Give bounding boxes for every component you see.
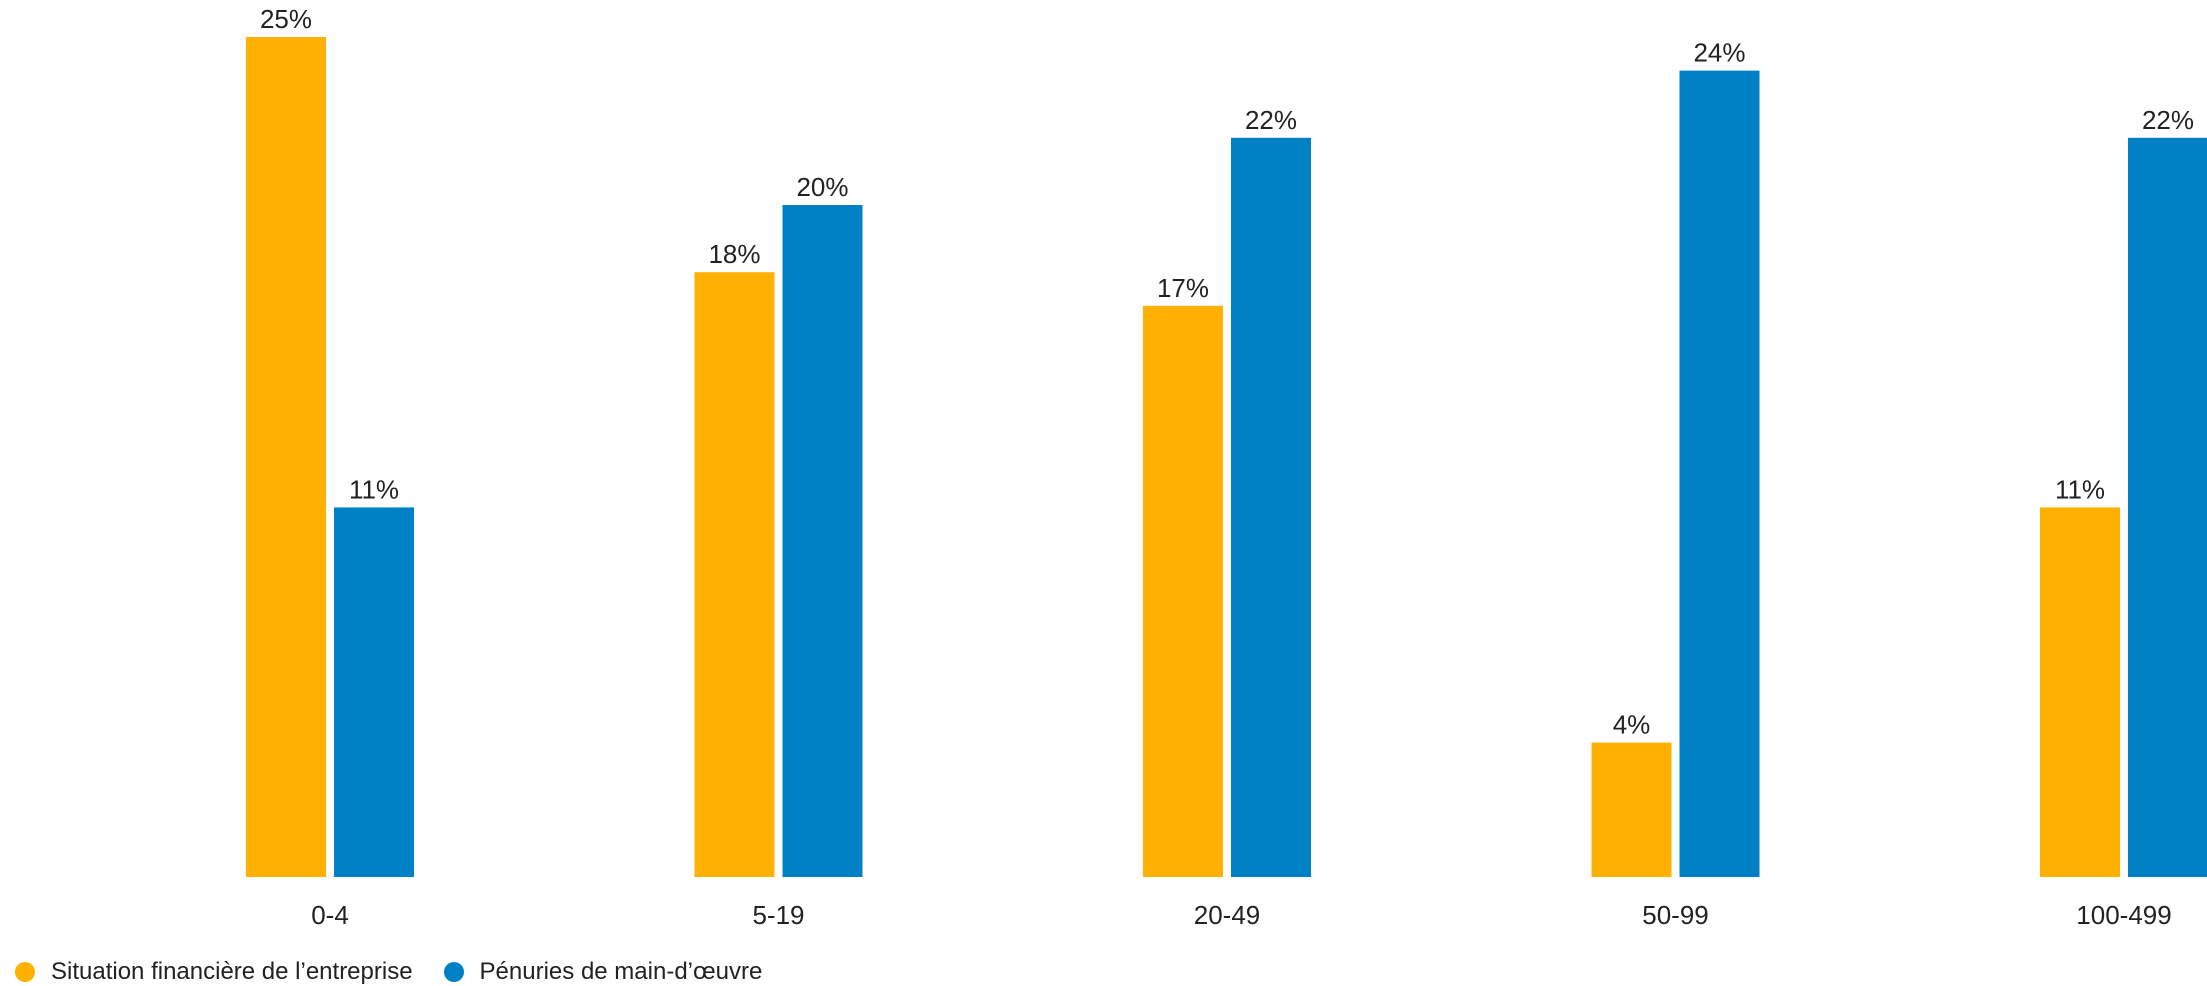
value-label-5-19-series-1: 20% bbox=[796, 172, 848, 202]
bars-layer bbox=[246, 37, 2207, 878]
value-label-5-19-series-0: 18% bbox=[708, 239, 760, 269]
value-labels-layer: 25% 11% 18% 20% 17% 22% 4% 24% 11% 22% bbox=[260, 4, 2194, 740]
x-tick-label-5-19: 5-19 bbox=[752, 900, 804, 930]
x-tick-label-100-499: 100-499 bbox=[2076, 900, 2171, 930]
bar-20-49-series-1 bbox=[1231, 137, 1311, 878]
legend-marker-series-0 bbox=[15, 962, 35, 982]
bar-20-49-series-0 bbox=[1143, 305, 1223, 877]
bar-100-499-series-1 bbox=[2128, 137, 2207, 878]
value-label-20-49-series-0: 17% bbox=[1157, 273, 1209, 303]
value-label-50-99-series-0: 4% bbox=[1613, 710, 1651, 740]
bar-5-19-series-1 bbox=[782, 205, 863, 877]
value-label-100-499-series-0: 11% bbox=[2055, 474, 2105, 504]
x-tick-label-0-4: 0-4 bbox=[311, 900, 349, 930]
bar-0-4-series-1 bbox=[334, 507, 414, 877]
bar-50-99-series-1 bbox=[1679, 70, 1760, 878]
legend-label-series-1: Pénuries de main-d’œuvre bbox=[479, 958, 763, 985]
legend-item-series-0[interactable]: Situation financière de l’entreprise bbox=[15, 958, 413, 986]
legend-item-series-1[interactable]: Pénuries de main-d’œuvre bbox=[443, 958, 763, 986]
bar-50-99-series-0 bbox=[1591, 742, 1672, 877]
x-tick-label-20-49: 20-49 bbox=[1194, 900, 1261, 930]
legend-label-series-0: Situation financière de l’entreprise bbox=[51, 958, 413, 985]
value-label-20-49-series-1: 22% bbox=[1245, 105, 1297, 135]
value-label-100-499-series-1: 22% bbox=[2142, 105, 2194, 135]
bar-100-499-series-0 bbox=[2040, 507, 2120, 877]
bar-0-4-series-0 bbox=[246, 37, 326, 877]
x-axis-tick-labels: 0-4 5-19 20-49 50-99 100-499 bbox=[311, 900, 2172, 930]
x-tick-label-50-99: 50-99 bbox=[1642, 900, 1709, 930]
legend: Situation financière de l’entreprise Pén… bbox=[15, 958, 793, 986]
value-label-0-4-series-1: 11% bbox=[349, 474, 399, 504]
value-label-0-4-series-0: 25% bbox=[260, 4, 312, 34]
legend-marker-series-1 bbox=[443, 962, 464, 982]
bar-5-19-series-0 bbox=[694, 272, 775, 877]
value-label-50-99-series-1: 24% bbox=[1693, 38, 1745, 68]
